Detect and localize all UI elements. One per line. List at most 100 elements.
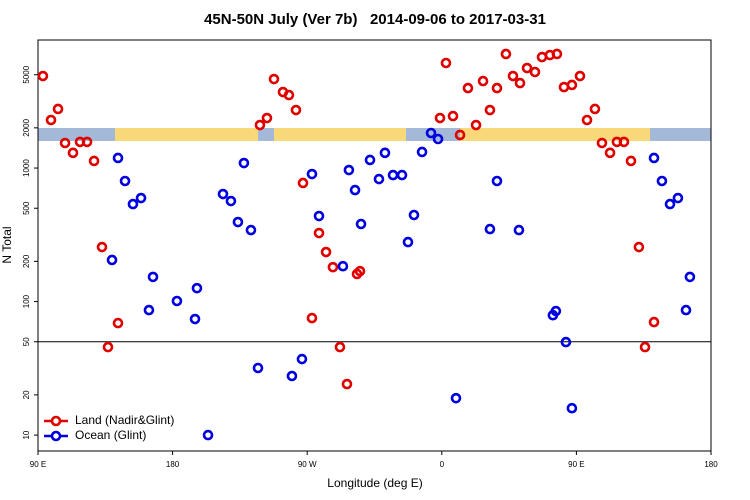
point (127, 198, 139, 210)
point (45, 114, 57, 126)
point (354, 265, 366, 277)
point (672, 192, 684, 204)
point (334, 341, 346, 353)
point (550, 305, 562, 317)
chart-title: 45N-50N July (Ver 7b) 2014-09-06 to 2017… (204, 11, 546, 28)
point (514, 77, 526, 89)
point (283, 89, 295, 101)
point (484, 104, 496, 116)
x-axis-label: Longitude (deg E) (327, 476, 422, 490)
point (581, 114, 593, 126)
point (551, 48, 563, 60)
point (261, 112, 273, 124)
y-tick-label: 2000 (22, 118, 31, 136)
point (313, 227, 325, 239)
point (491, 175, 503, 187)
point (67, 147, 79, 159)
x-tick-label: 90 E (30, 460, 46, 469)
point (596, 137, 608, 149)
x-tick-label: 90 E (568, 460, 584, 469)
point (589, 103, 601, 115)
y-tick-label: 10 (22, 430, 31, 439)
point (202, 429, 214, 441)
x-tick-label: 180 (166, 460, 180, 469)
x-tick-label: 180 (704, 460, 718, 469)
point (341, 378, 353, 390)
y-tick-label: 5000 (22, 65, 31, 83)
point (313, 210, 325, 222)
y-axis-label: N Total (0, 226, 14, 263)
point (364, 154, 376, 166)
point (648, 316, 660, 328)
y-tick-label: 500 (22, 201, 31, 215)
plot-frame (37, 39, 712, 452)
point (408, 209, 420, 221)
point (290, 104, 302, 116)
point (337, 260, 349, 272)
point (434, 112, 446, 124)
x-tick-label: 90 W (298, 460, 317, 469)
point (238, 157, 250, 169)
point (106, 254, 118, 266)
point (618, 136, 630, 148)
point (574, 70, 586, 82)
point (491, 82, 503, 94)
point (268, 73, 280, 85)
point (254, 119, 266, 131)
point (484, 223, 496, 235)
point (135, 192, 147, 204)
land-ocean-strip (38, 128, 711, 141)
point (529, 66, 541, 78)
legend-label: Ocean (Glint) (75, 428, 146, 442)
point (500, 48, 512, 60)
point (349, 184, 361, 196)
point (432, 133, 444, 145)
point (296, 353, 308, 365)
point (507, 70, 519, 82)
legend-marker (50, 430, 62, 442)
point (639, 341, 651, 353)
point (171, 295, 183, 307)
point (440, 57, 452, 69)
point (604, 147, 616, 159)
point (252, 362, 264, 374)
point (217, 188, 229, 200)
point (454, 129, 466, 141)
point (566, 402, 578, 414)
point (680, 304, 692, 316)
legend-label: Land (Nadir&Glint) (75, 413, 174, 427)
legend-marker (50, 415, 62, 427)
point (396, 169, 408, 181)
point (450, 392, 462, 404)
point (327, 261, 339, 273)
point (521, 62, 533, 74)
point (191, 282, 203, 294)
point (96, 241, 108, 253)
point (447, 110, 459, 122)
point (81, 136, 93, 148)
point (379, 147, 391, 159)
point (477, 75, 489, 87)
point (286, 370, 298, 382)
point (52, 103, 64, 115)
point (102, 341, 114, 353)
point (633, 241, 645, 253)
point (320, 246, 332, 258)
point (470, 119, 482, 131)
y-tick-label: 200 (22, 254, 31, 268)
point (232, 216, 244, 228)
point (373, 173, 385, 185)
point (566, 79, 578, 91)
point (656, 175, 668, 187)
point (625, 155, 637, 167)
point (306, 168, 318, 180)
point (225, 195, 237, 207)
point (387, 169, 399, 181)
point (147, 271, 159, 283)
point (343, 164, 355, 176)
point (684, 271, 696, 283)
y-tick-label: 50 (22, 337, 31, 346)
y-tick-label: 1000 (22, 159, 31, 177)
point (648, 152, 660, 164)
